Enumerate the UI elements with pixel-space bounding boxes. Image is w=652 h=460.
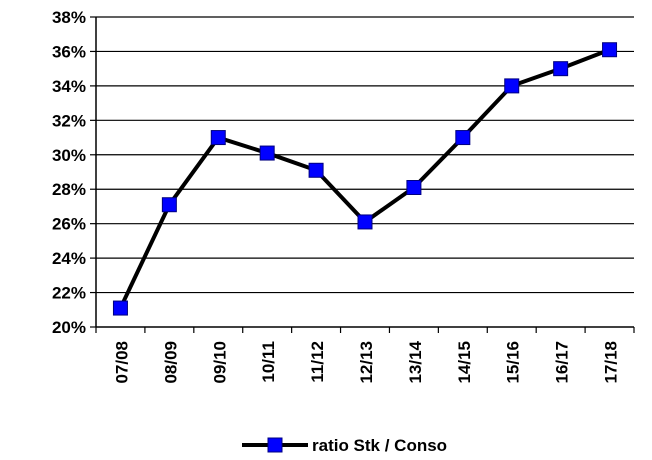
y-tick-label: 34% [52,77,86,96]
data-point [504,78,520,94]
y-tick-label: 32% [52,111,86,130]
y-tick-label: 36% [52,42,86,61]
data-point [112,300,128,316]
axes [95,17,634,328]
series-line [118,47,611,309]
y-tick-label: 20% [52,318,86,337]
x-tick-label: 12/13 [357,341,376,384]
legend-label: ratio Stk / Conso [312,436,447,455]
x-tick-label: 11/12 [308,341,327,383]
x-tick-label: 13/14 [406,340,425,383]
x-tick-label: 17/18 [602,341,621,384]
gridlines [96,16,634,294]
series-group [112,42,618,316]
y-tick-label: 26% [52,215,86,234]
data-point [553,61,569,77]
x-tick-label: 10/11 [259,341,278,383]
x-tick-label: 09/10 [210,341,229,384]
data-point [210,130,226,146]
legend: ratio Stk / Conso [242,436,447,455]
x-tick-label: 16/17 [553,341,572,384]
x-tick-label: 14/15 [455,341,474,384]
data-point [455,130,471,146]
x-tick-label: 08/09 [161,341,180,384]
data-point [308,162,324,178]
data-point [602,42,618,58]
y-tick-label: 24% [52,249,86,268]
y-axis-ticks: 20% 22% 24% 26% 28% 30% 32% 34% 36% 38% [52,8,96,337]
x-tick-label: 07/08 [112,341,131,384]
data-point [406,180,422,195]
y-tick-label: 30% [52,146,86,165]
y-tick-label: 22% [52,284,86,303]
data-point [259,145,275,161]
y-tick-label: 28% [52,180,86,199]
x-tick-label: 15/16 [504,341,523,384]
legend-marker [267,437,283,453]
data-point [357,214,373,230]
y-tick-label: 38% [52,8,86,27]
x-axis-ticks: 07/08 08/09 09/10 10/11 11/12 12/13 13/14 14/15… [95,327,635,384]
data-point [161,197,177,213]
